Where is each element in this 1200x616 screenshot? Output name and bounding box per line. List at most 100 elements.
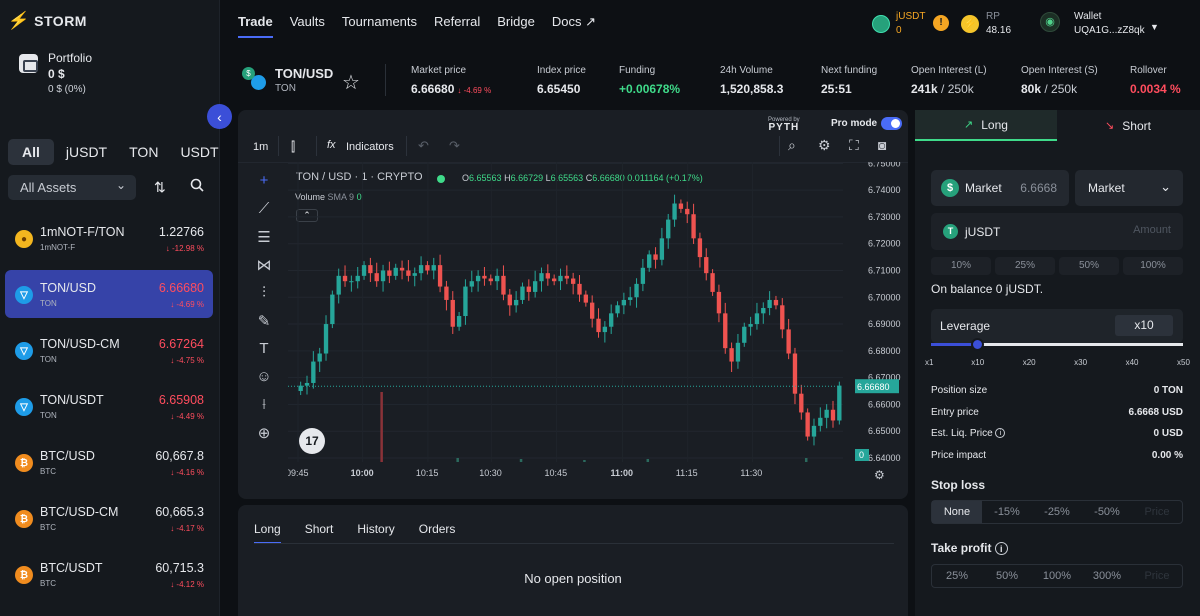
- leverage-slider-thumb[interactable]: [971, 338, 985, 351]
- percent-100-button[interactable]: 100%: [1123, 257, 1183, 275]
- function-icon[interactable]: fx: [327, 139, 336, 151]
- zoom-in-icon[interactable]: ⊕: [257, 425, 271, 442]
- sort-icon[interactable]: ⇅: [154, 179, 166, 195]
- ruler-icon[interactable]: ⟊: [262, 396, 266, 413]
- percent-25-button[interactable]: 25%: [995, 257, 1055, 275]
- nav-docs[interactable]: Docs ↗: [552, 14, 596, 38]
- market-row[interactable]: ▽ TON/USD-CM TON 6.67264 ↓ -4.75 %: [5, 326, 213, 374]
- divider: [385, 64, 386, 96]
- amount-input[interactable]: [1091, 224, 1171, 236]
- nav-tournaments[interactable]: Tournaments: [341, 14, 418, 29]
- asset-tab-usdt[interactable]: USDT: [180, 144, 219, 160]
- pro-mode-toggle[interactable]: [881, 117, 902, 130]
- interval-button[interactable]: 1m: [253, 141, 269, 153]
- search-icon[interactable]: [190, 178, 204, 192]
- leverage-slider[interactable]: [931, 338, 1183, 351]
- percent-10-button[interactable]: 10%: [931, 257, 991, 275]
- text-icon[interactable]: T: [259, 340, 269, 357]
- trend-line-icon[interactable]: ⟋: [258, 200, 270, 217]
- leverage-tick[interactable]: x20: [1022, 358, 1036, 367]
- asset-tab-jusdt[interactable]: jUSDT: [65, 144, 108, 160]
- leverage-tick[interactable]: x30: [1074, 358, 1088, 367]
- market-row[interactable]: ₿ BTC/USD BTC 60,667.8 ↓ -4.16 %: [5, 438, 213, 486]
- order-type-select[interactable]: Market ⌄: [1075, 170, 1183, 206]
- nav-trade[interactable]: Trade: [238, 14, 273, 38]
- gear-icon[interactable]: ⚙: [818, 137, 831, 153]
- y-tick-label: 6.64000: [868, 453, 901, 463]
- tab-short[interactable]: Short: [304, 522, 334, 536]
- stat-label: 24h Volume: [720, 65, 773, 76]
- take-profit-100[interactable]: 100%: [1042, 570, 1072, 582]
- indicators-button[interactable]: Indicators: [346, 141, 394, 153]
- leverage-tick[interactable]: x10: [971, 358, 985, 367]
- price-chart[interactable]: 6.75000 6.74000 6.73000 6.72000 6.71000 6.700…: [288, 162, 908, 482]
- candle-body: [393, 267, 398, 276]
- stop-loss-50[interactable]: -50%: [1094, 506, 1120, 518]
- short-tab[interactable]: ↘ Short: [1057, 110, 1199, 141]
- app-logo[interactable]: ⚡ STORM: [6, 11, 87, 31]
- market-sub: TON: [40, 411, 57, 420]
- wallet-label[interactable]: Wallet: [1074, 11, 1102, 22]
- leverage-tick[interactable]: x50: [1177, 358, 1190, 367]
- assets-filter-select[interactable]: All Assets ⌄: [8, 175, 136, 200]
- asset-tab-ton[interactable]: TON: [129, 144, 159, 160]
- star-icon[interactable]: ☆: [342, 72, 360, 94]
- stop-loss-price-input[interactable]: Price: [1144, 506, 1170, 518]
- market-row[interactable]: ₿ BTC/USDT BTC 60,715.3 ↓ -4.12 %: [5, 550, 213, 598]
- warning-icon[interactable]: !: [933, 15, 949, 31]
- fib-icon[interactable]: ⫶: [262, 284, 266, 301]
- market-row[interactable]: ▽ TON/USD TON 6.66680 ↓ -4.69 %: [5, 270, 213, 318]
- avatar[interactable]: ◉: [1040, 12, 1060, 32]
- pattern-icon[interactable]: ⋈: [256, 257, 272, 274]
- market-row[interactable]: ▽ TON/USDT TON 6.65908 ↓ -4.49 %: [5, 382, 213, 430]
- redo-icon[interactable]: ↷: [449, 138, 460, 153]
- zoom-search-icon[interactable]: ⌕: [788, 137, 796, 153]
- stop-loss-25[interactable]: -25%: [1044, 506, 1070, 518]
- brush-icon[interactable]: ✎: [257, 313, 271, 330]
- balance-text: On balance 0 jUSDT.: [931, 282, 1044, 296]
- collapse-sidebar-button[interactable]: ‹: [207, 104, 232, 129]
- market-row[interactable]: ₿ BTC/USD-CM BTC 60,665.3 ↓ -4.17 %: [5, 494, 213, 542]
- candle-body: [697, 238, 703, 258]
- nav-bridge[interactable]: Bridge: [497, 14, 535, 29]
- gear-icon[interactable]: ⚙: [874, 468, 885, 482]
- camera-icon[interactable]: ◙: [878, 137, 887, 153]
- candle-body: [539, 273, 544, 282]
- nav-vaults[interactable]: Vaults: [289, 14, 325, 29]
- fullscreen-icon[interactable]: ⛶: [849, 137, 859, 153]
- candlestick-icon[interactable]: ⫿: [291, 139, 296, 154]
- chart-title: TON / USD · 1 · CRYPTO: [296, 171, 423, 183]
- collapse-legend-button[interactable]: ⌃: [296, 209, 318, 222]
- take-profit-price-input[interactable]: Price: [1144, 570, 1170, 582]
- market-change: ↓ -4.17 %: [170, 524, 204, 533]
- crosshair-icon[interactable]: +: [259, 172, 269, 189]
- undo-icon[interactable]: ↶: [418, 138, 429, 153]
- drawing-toolbar: + ⟋ ☰ ⋈ ⫶ ✎ T ☺ ⟊ ⊕: [252, 172, 276, 452]
- leverage-input[interactable]: x10: [1115, 315, 1173, 336]
- tradingview-logo[interactable]: 17: [299, 428, 325, 454]
- leverage-tick[interactable]: x40: [1125, 358, 1139, 367]
- horizontal-lines-icon[interactable]: ☰: [257, 229, 271, 246]
- market-row[interactable]: ● 1mNOT-F/TON 1mNOT-F 1.22766 ↓ -12.98 %: [5, 214, 213, 262]
- tab-long[interactable]: Long: [254, 522, 281, 544]
- percent-50-button[interactable]: 50%: [1059, 257, 1119, 275]
- portfolio-summary[interactable]: Portfolio 0 $ 0 $ (0%): [19, 51, 92, 95]
- wallet-address[interactable]: UQA1G...zZ8qk: [1074, 25, 1145, 36]
- take-profit-25[interactable]: 25%: [945, 570, 969, 582]
- nav-referral[interactable]: Referral: [434, 14, 481, 29]
- take-profit-50[interactable]: 50%: [995, 570, 1019, 582]
- candle-body: [532, 281, 538, 292]
- info-icon[interactable]: i: [995, 428, 1006, 439]
- stop-loss-15[interactable]: -15%: [994, 506, 1020, 518]
- leverage-tick[interactable]: x1: [925, 358, 934, 367]
- market-price: 60,667.8: [155, 449, 204, 463]
- stop-loss-none[interactable]: None: [932, 501, 982, 523]
- asset-tab-all[interactable]: All: [8, 139, 54, 165]
- long-tab[interactable]: ↗ Long: [915, 110, 1057, 141]
- info-icon[interactable]: i: [994, 542, 1008, 556]
- tab-orders[interactable]: Orders: [418, 522, 456, 536]
- tab-history[interactable]: History: [357, 522, 395, 536]
- chevron-down-icon[interactable]: ▼: [1150, 22, 1159, 32]
- take-profit-300[interactable]: 300%: [1092, 570, 1122, 582]
- emoji-icon[interactable]: ☺: [256, 368, 272, 385]
